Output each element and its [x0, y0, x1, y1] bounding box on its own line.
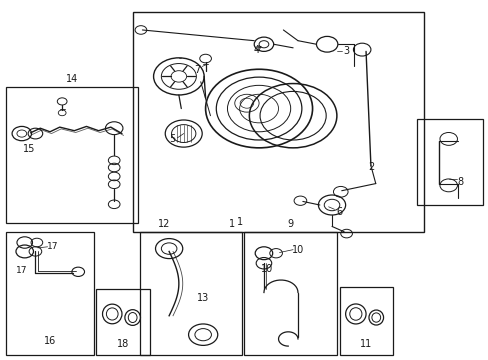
Text: 10: 10 — [261, 264, 273, 274]
Text: 5: 5 — [169, 134, 175, 144]
Text: 17: 17 — [46, 242, 58, 251]
Bar — [96, 289, 149, 355]
Text: 3: 3 — [343, 46, 349, 56]
Bar — [132, 12, 424, 232]
Bar — [6, 87, 137, 223]
Text: 18: 18 — [117, 339, 129, 349]
Text: 2: 2 — [367, 162, 373, 172]
Text: 14: 14 — [65, 74, 78, 84]
Text: 1: 1 — [236, 217, 242, 227]
Bar — [339, 287, 392, 355]
Text: 11: 11 — [360, 339, 372, 349]
Text: 10: 10 — [291, 245, 304, 255]
Text: 13: 13 — [197, 293, 209, 303]
Text: 1: 1 — [229, 219, 235, 229]
Text: 15: 15 — [23, 144, 36, 154]
Bar — [416, 119, 482, 205]
Bar — [140, 232, 242, 355]
Text: 16: 16 — [44, 336, 56, 346]
Bar — [244, 232, 336, 355]
Text: 17: 17 — [16, 266, 27, 275]
Bar — [6, 232, 94, 355]
Text: 12: 12 — [158, 219, 170, 229]
Text: 4: 4 — [253, 45, 259, 55]
Text: 9: 9 — [287, 219, 293, 229]
Text: 8: 8 — [457, 177, 463, 187]
Text: 6: 6 — [336, 207, 342, 217]
Text: 7: 7 — [194, 65, 200, 75]
